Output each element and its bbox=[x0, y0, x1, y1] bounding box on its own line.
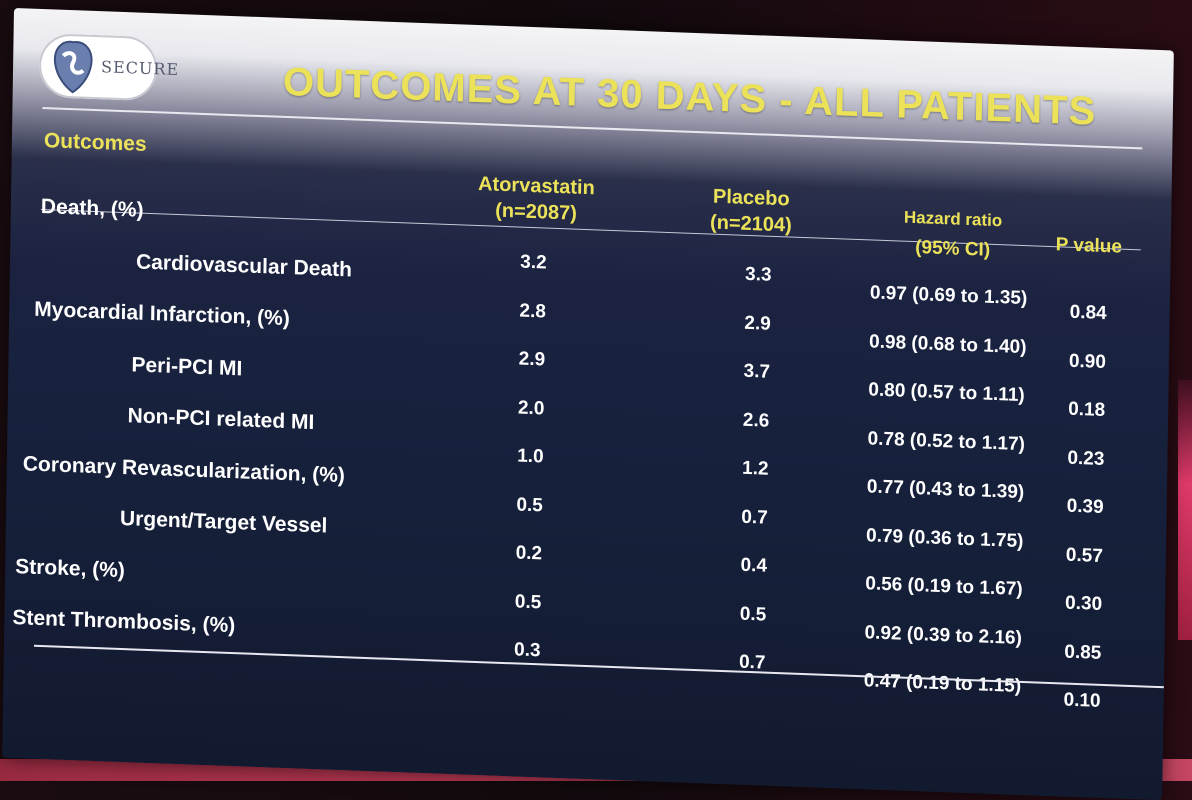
p-value: 0.90 bbox=[1068, 350, 1107, 373]
atorvastatin-header: Atorvastatin (n=2087) bbox=[466, 171, 607, 228]
hazard-ratio-value: 0.92 (0.39 to 2.16) bbox=[864, 621, 1023, 649]
placebo-value: 0.5 bbox=[739, 603, 767, 626]
placebo-header-n: (n=2104) bbox=[709, 211, 792, 237]
outcome-label: Cardiovascular Death bbox=[135, 250, 353, 281]
heart-logo-icon bbox=[53, 40, 93, 94]
outcome-label: Stroke, (%) bbox=[15, 554, 126, 582]
hazard-ratio-value: 0.78 (0.52 to 1.17) bbox=[867, 427, 1026, 455]
placebo-value: 3.3 bbox=[744, 263, 772, 286]
placebo-value: 3.7 bbox=[743, 360, 771, 383]
hazard-ratio-header: Hazard ratio (95% CI) bbox=[872, 202, 1033, 268]
outcome-label: Death, (%) bbox=[40, 195, 144, 222]
atorvastatin-header-n: (n=2087) bbox=[495, 199, 578, 225]
table-bottom-rule bbox=[33, 644, 1174, 689]
atorvastatin-value: 3.2 bbox=[520, 251, 547, 274]
hazard-ratio-value: 0.79 (0.36 to 1.75) bbox=[865, 524, 1024, 552]
outcome-label: Coronary Revascularization, (%) bbox=[22, 451, 346, 487]
hazard-ratio-value: 0.77 (0.43 to 1.39) bbox=[866, 476, 1025, 504]
outcome-label: Stent Thrombosis, (%) bbox=[12, 606, 236, 638]
placebo-value: 2.6 bbox=[742, 409, 770, 432]
p-value: 0.10 bbox=[1063, 689, 1101, 712]
p-value-header: P value bbox=[1055, 234, 1123, 258]
placebo-value: 0.4 bbox=[740, 554, 768, 577]
p-value: 0.57 bbox=[1065, 544, 1104, 567]
atorvastatin-value: 1.0 bbox=[517, 445, 544, 468]
logo-text: SECURE bbox=[100, 57, 180, 80]
atorvastatin-value: 0.5 bbox=[516, 493, 544, 516]
atorvastatin-value: 2.8 bbox=[519, 300, 547, 323]
atorvastatin-value: 0.3 bbox=[513, 639, 541, 662]
atorvastatin-value: 2.9 bbox=[518, 348, 546, 371]
outcomes-table: Death, (%) 3.2 3.3 0.97 (0.69 to 1.35) 0.84 C… bbox=[12, 8, 1174, 712]
p-value: 0.84 bbox=[1069, 301, 1107, 325]
p-value: 0.39 bbox=[1066, 495, 1104, 518]
atorvastatin-value: 2.0 bbox=[517, 397, 545, 419]
outcome-label: Urgent/Target Vessel bbox=[119, 506, 328, 538]
atorvastatin-header-name: Atorvastatin bbox=[477, 173, 595, 200]
p-value: 0.23 bbox=[1067, 447, 1105, 470]
secure-logo: SECURE bbox=[38, 32, 179, 102]
hazard-ratio-value: 0.56 (0.19 to 1.67) bbox=[865, 573, 1023, 601]
side-lighting bbox=[1178, 380, 1192, 640]
hazard-ratio-value: 0.80 (0.57 to 1.11) bbox=[868, 379, 1025, 407]
placebo-value: 2.9 bbox=[744, 312, 771, 335]
atorvastatin-value: 0.5 bbox=[514, 590, 542, 613]
outcomes-header: Outcomes bbox=[43, 129, 147, 156]
hazard-ratio-header-ci: (95% CI) bbox=[914, 237, 991, 261]
outcome-label: Myocardial Infarction, (%) bbox=[34, 297, 290, 331]
p-value: 0.18 bbox=[1068, 398, 1106, 422]
slide-title: OUTCOMES AT 30 DAYS - ALL PATIENTS bbox=[282, 59, 1097, 134]
atorvastatin-value: 0.2 bbox=[515, 542, 543, 565]
hazard-ratio-value: 0.47 (0.19 to 1.15) bbox=[863, 670, 1022, 697]
placebo-value: 0.7 bbox=[741, 506, 768, 529]
hazard-ratio-value: 0.97 (0.69 to 1.35) bbox=[869, 282, 1028, 310]
placebo-value: 1.2 bbox=[741, 457, 769, 480]
projected-slide: SECURE OUTCOMES AT 30 DAYS - ALL PATIENT… bbox=[2, 8, 1174, 800]
p-value: 0.85 bbox=[1064, 641, 1102, 664]
outcome-label: Peri-PCI MI bbox=[131, 352, 243, 380]
hazard-ratio-value: 0.98 (0.68 to 1.40) bbox=[868, 330, 1027, 358]
p-value: 0.30 bbox=[1064, 592, 1103, 615]
outcome-label: Non-PCI related MI bbox=[127, 404, 315, 435]
placebo-header: Placebo (n=2104) bbox=[691, 183, 812, 239]
